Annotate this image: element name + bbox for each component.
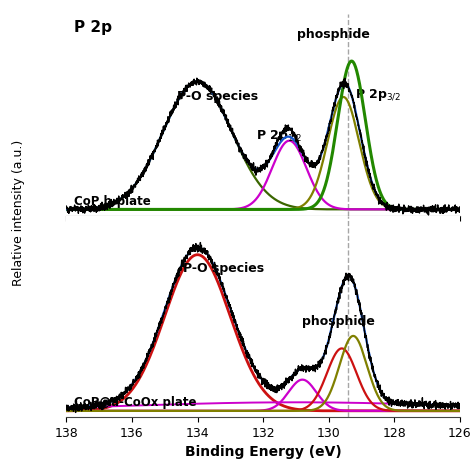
Text: P 2p: P 2p <box>74 20 112 35</box>
Text: phosphide: phosphide <box>297 28 370 41</box>
Text: P-O species: P-O species <box>177 90 258 103</box>
Text: phosphide: phosphide <box>302 315 375 328</box>
Text: CoP b-plate: CoP b-plate <box>74 195 151 208</box>
Text: P 2p$_{3/2}$: P 2p$_{3/2}$ <box>355 88 401 103</box>
X-axis label: Binding Energy (eV): Binding Energy (eV) <box>185 446 341 459</box>
Text: CoP@a-CoOx plate: CoP@a-CoOx plate <box>74 396 197 409</box>
Text: P-O species: P-O species <box>183 262 264 275</box>
Text: Relative intensity (a.u.): Relative intensity (a.u.) <box>12 140 26 286</box>
Text: P 2p$_{1/2}$: P 2p$_{1/2}$ <box>256 128 302 144</box>
